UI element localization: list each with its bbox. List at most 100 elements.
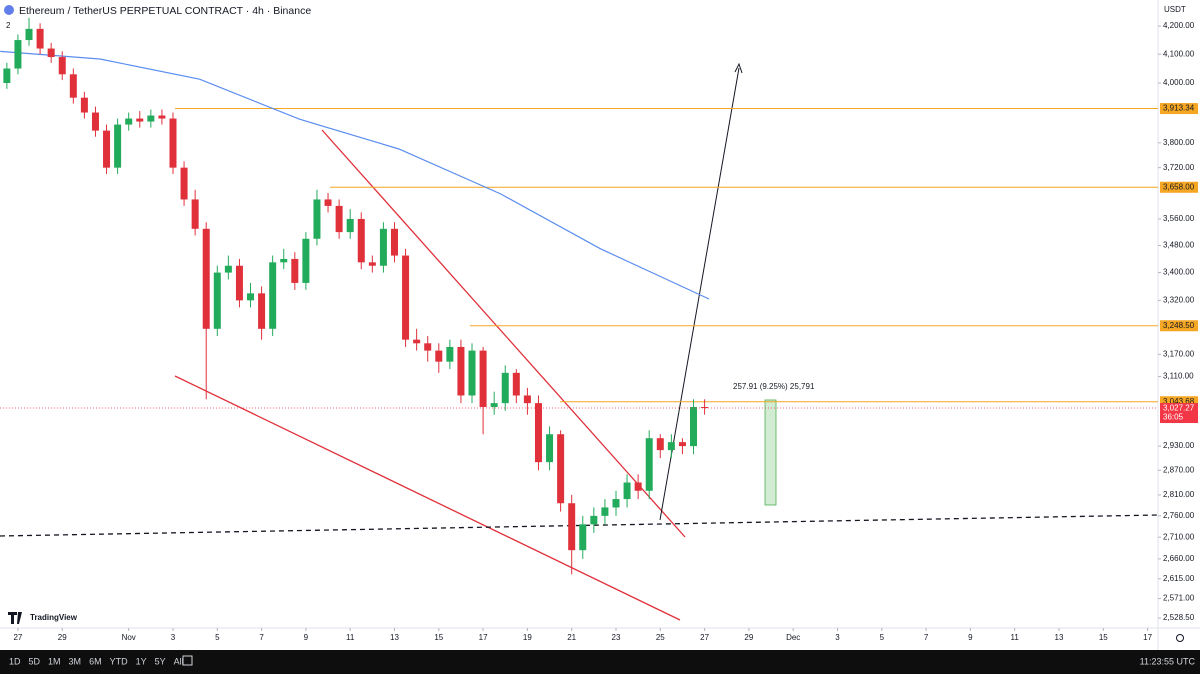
x-tick-label: 19: [523, 633, 532, 642]
y-tick-label: 2,615.00: [1163, 574, 1195, 583]
candles: [3, 17, 709, 575]
candle-body: [534, 403, 542, 463]
y-tick-label: 2,760.00: [1163, 511, 1195, 520]
candle-body: [579, 524, 587, 551]
candle-body: [446, 346, 454, 362]
range-button[interactable]: 5Y: [155, 656, 166, 666]
candle-body: [557, 434, 565, 504]
candle-body: [36, 28, 44, 49]
x-tick-label: 29: [58, 633, 67, 642]
x-tick-label: Nov: [122, 633, 136, 642]
candle-body: [280, 258, 288, 263]
candle-body: [291, 258, 299, 283]
candle-body: [147, 115, 155, 122]
x-tick-label: 29: [744, 633, 753, 642]
x-tick-label: 7: [924, 633, 929, 642]
currency[interactable]: USDT: [1164, 5, 1186, 14]
toolbar: [0, 650, 1200, 674]
candle-body: [424, 343, 432, 351]
x-tick-label: 21: [567, 633, 576, 642]
candle-body: [701, 406, 709, 409]
y-tick-label: 3,800.00: [1163, 138, 1195, 147]
candle-body: [667, 442, 675, 451]
y-tick-label: 3,400.00: [1163, 268, 1195, 277]
x-tick-label: 5: [215, 633, 220, 642]
logo-mark: [8, 612, 22, 624]
candle-body: [302, 238, 310, 283]
candle-body: [402, 255, 410, 340]
level-tag: [1160, 396, 1198, 408]
x-tick-label: 17: [1143, 633, 1152, 642]
candle-body: [235, 265, 243, 301]
y-tick-label: 3,320.00: [1163, 295, 1195, 304]
x-tick-label: 27: [13, 633, 22, 642]
last-price-label: 3,027.27: [1163, 404, 1195, 413]
arrow-head: [734, 62, 743, 74]
y-tick-label: 4,000.00: [1163, 78, 1195, 87]
range-button[interactable]: All: [174, 656, 184, 666]
candle-body: [601, 507, 609, 516]
candle-body: [47, 48, 55, 58]
clock: 11:23:55 UTC: [1140, 656, 1196, 666]
x-tick-label: 3: [835, 633, 840, 642]
candle-body: [3, 68, 11, 84]
range-button[interactable]: 1M: [48, 656, 61, 666]
range-button[interactable]: 5D: [29, 656, 41, 666]
candle-body: [269, 262, 277, 329]
dashed-line: [0, 514, 1159, 537]
candle-body: [58, 57, 66, 75]
candle-body: [546, 434, 554, 463]
x-tick-label: 13: [1055, 633, 1064, 642]
candle-body: [490, 403, 498, 407]
candle-body: [435, 350, 443, 362]
y-tick-label: 4,200.00: [1163, 21, 1195, 30]
candle-body: [645, 438, 653, 491]
x-tick-label: 17: [479, 633, 488, 642]
range-button[interactable]: 3M: [69, 656, 82, 666]
range-button[interactable]: 6M: [89, 656, 102, 666]
logo: TradingView: [8, 612, 78, 624]
candle-body: [501, 372, 509, 404]
countdown: 36:05: [1163, 413, 1184, 422]
candle-body: [125, 118, 133, 125]
candle-body: [91, 112, 99, 131]
settings-icon[interactable]: [1176, 634, 1184, 642]
candle-body: [623, 482, 631, 500]
candle-body: [247, 293, 255, 301]
candle-body: [80, 97, 88, 113]
x-tick-label: Dec: [786, 633, 800, 642]
range-button[interactable]: 1Y: [136, 656, 147, 666]
candle-body: [25, 28, 33, 41]
candle-body: [656, 438, 664, 451]
level-label: 3,658.00: [1163, 182, 1195, 191]
candle-body: [479, 350, 487, 407]
x-tick-label: 11: [1011, 633, 1020, 642]
candle-body: [678, 442, 686, 447]
candle-body: [324, 199, 332, 206]
y-tick-label: 2,810.00: [1163, 490, 1195, 499]
range-button[interactable]: 1D: [9, 656, 21, 666]
calendar-icon[interactable]: [182, 655, 193, 666]
range-button[interactable]: YTD: [110, 656, 129, 666]
candle-body: [634, 482, 642, 491]
candle-body: [136, 118, 144, 122]
candle-body: [612, 499, 620, 508]
candle-body: [468, 350, 476, 396]
candle-body: [523, 395, 531, 404]
candle-body: [14, 40, 22, 69]
y-tick-label: 2,528.50: [1163, 613, 1195, 622]
indicator-badge[interactable]: 2: [6, 21, 11, 30]
candle-body: [213, 272, 221, 329]
y-tick-label: 2,930.00: [1163, 441, 1195, 450]
candle-body: [390, 228, 398, 256]
y-tick-label: 2,870.00: [1163, 465, 1195, 474]
trendline: [174, 375, 681, 621]
x-tick-label: 23: [612, 633, 621, 642]
trendline: [321, 129, 686, 538]
level-label: 3,248.50: [1163, 321, 1195, 330]
candle-body: [690, 406, 698, 447]
candle-body: [357, 218, 365, 263]
